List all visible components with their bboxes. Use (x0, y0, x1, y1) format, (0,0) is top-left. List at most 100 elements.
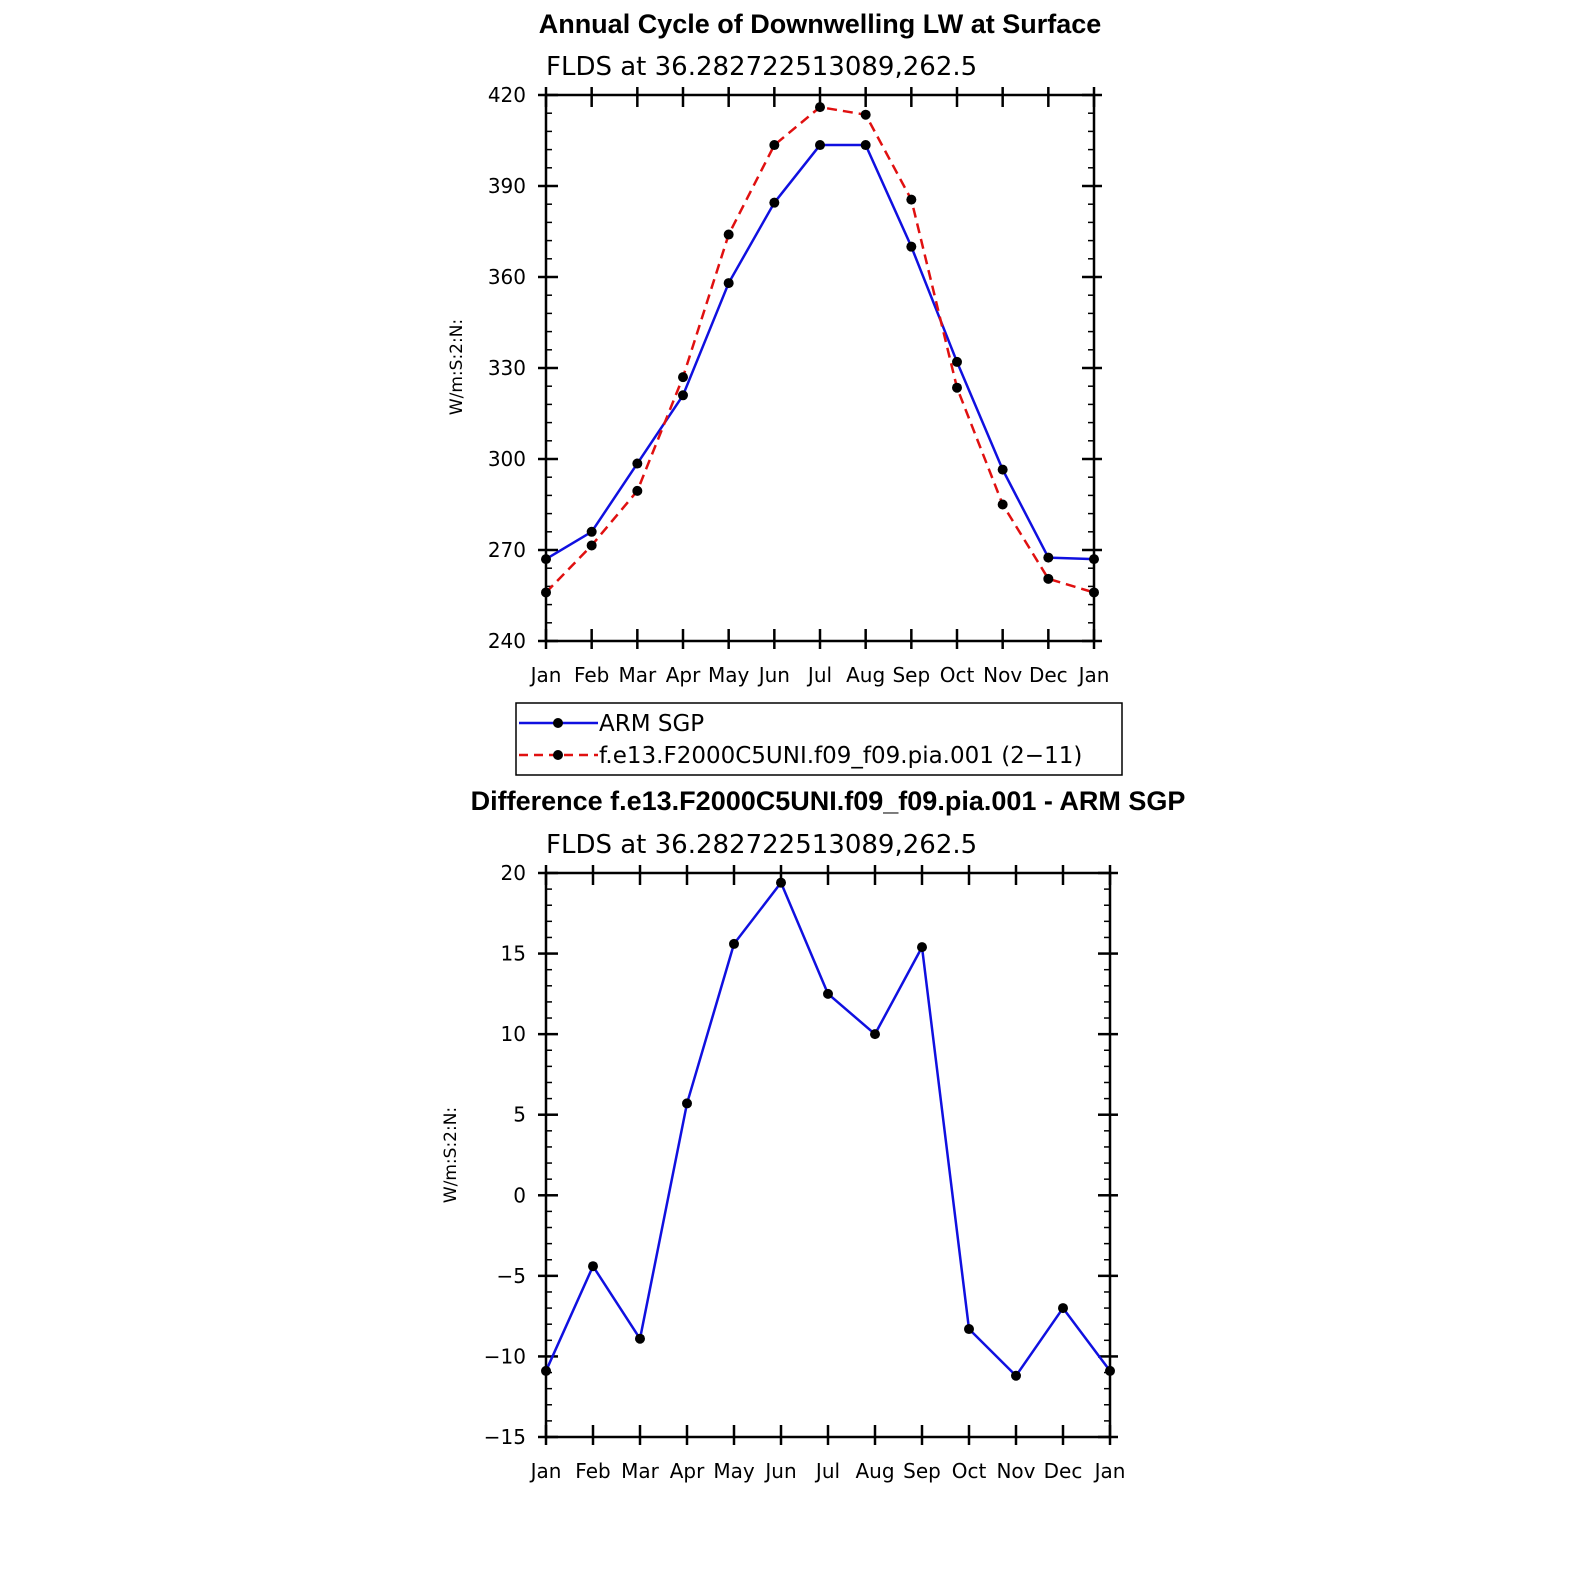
chart-bottom: Difference f.e13.F2000C5UNI.f09_f09.pia.… (441, 786, 1185, 1483)
top-xtick-label: Feb (574, 663, 609, 687)
top-series-1-point (997, 499, 1008, 510)
top-series-0-point (678, 390, 688, 401)
top-series-0-point (952, 356, 962, 367)
bottom-ytick-label: 15 (501, 942, 526, 966)
top-series-1-point (678, 372, 688, 383)
top-xtick-label: Oct (940, 663, 975, 687)
legend-label-arm: ARM SGP (599, 711, 704, 737)
top-series-1-point (586, 540, 597, 551)
top-series-1-point (860, 109, 871, 120)
top-series (541, 102, 1099, 598)
top-series-0-point (541, 554, 551, 565)
bottom-series-0-point (917, 942, 927, 953)
top-ytick-label: 300 (488, 447, 526, 471)
bottom-xtick-label: Apr (670, 1459, 705, 1483)
top-series-1-point (723, 229, 734, 240)
bottom-xtick-label: Feb (575, 1459, 610, 1483)
top-series-1-point (541, 587, 551, 598)
bottom-xtick-label: May (713, 1459, 755, 1483)
top-ytick-label: 420 (488, 83, 526, 107)
bottom-title: Difference f.e13.F2000C5UNI.f09_f09.pia.… (471, 786, 1186, 816)
bottom-xtick-label: Jun (763, 1459, 796, 1483)
bottom-series-line-0 (544, 881, 1112, 1378)
bottom-series-0-point (588, 1261, 598, 1272)
bottom-series-0-point (635, 1333, 645, 1344)
bottom-xtick-label: Dec (1044, 1459, 1083, 1483)
bottom-ylabel: W/m:S:2:N: (441, 1107, 461, 1203)
bottom-series-0-point (729, 938, 739, 949)
bottom-ytick-label: 10 (501, 1022, 526, 1046)
bottom-xtick-label: Aug (855, 1459, 894, 1483)
bottom-ytick-label: −5 (497, 1264, 526, 1288)
top-xtick-label: Jan (1077, 663, 1110, 687)
bottom-xtick-label: Jan (1093, 1459, 1126, 1483)
legend-box (515, 702, 1123, 776)
bottom-xtick-label: Jan (529, 1459, 562, 1483)
top-series-0-point (632, 458, 643, 469)
top-ytick-label: 390 (488, 174, 526, 198)
top-series-1-point (815, 102, 825, 113)
top-series-line-1 (545, 105, 1095, 594)
top-series-0-point (815, 140, 825, 151)
top-series-1-point (769, 140, 780, 151)
bottom-ticks: −15 −10 −5 0 5 10 15 20 Jan Feb Mar Apr May Jun Jul Aug… (484, 861, 1126, 1483)
bottom-series-0-point (776, 877, 786, 888)
bottom-xtick-label: Nov (996, 1459, 1035, 1483)
legend-marker-arm (553, 718, 563, 728)
bottom-xtick-label: Sep (903, 1459, 941, 1483)
bottom-ytick-label: 0 (513, 1183, 526, 1207)
bottom-frame (544, 871, 1112, 1439)
top-xtick-label: Aug (846, 663, 885, 687)
bottom-series-0-point (964, 1324, 974, 1335)
bottom-ytick-label: −15 (484, 1425, 526, 1449)
top-subtitle: FLDS at 36.282722513089,262.5 (546, 52, 977, 82)
bottom-series-0-point (1058, 1303, 1068, 1314)
bottom-series-0-point (870, 1029, 880, 1040)
bottom-series-0-point (823, 988, 833, 999)
top-ytick-label: 330 (488, 356, 526, 380)
top-xtick-label: Apr (666, 663, 701, 687)
top-ytick-label: 240 (488, 629, 526, 653)
top-series-0-point (906, 241, 917, 252)
bottom-ytick-label: 20 (501, 861, 526, 885)
bottom-ytick-label: 5 (513, 1103, 526, 1127)
top-series-1-point (906, 194, 917, 205)
top-xtick-label: May (708, 663, 750, 687)
chart-top: Annual Cycle of Downwelling LW at Surfac… (447, 9, 1109, 687)
bottom-series-0-point (541, 1365, 551, 1376)
top-series-1-point (1043, 573, 1054, 584)
top-ytick-label: 270 (488, 538, 526, 562)
top-title: Annual Cycle of Downwelling LW at Surfac… (539, 9, 1102, 39)
top-series-0-point (997, 464, 1008, 475)
top-xtick-label: Jun (757, 663, 790, 687)
bottom-series-0-point (1105, 1365, 1115, 1376)
top-series-0-point (1043, 552, 1054, 563)
bottom-series-0-point (1011, 1370, 1021, 1381)
top-ticks: 240 270 300 330 360 390 420 Jan Feb Mar Apr May Jun J… (488, 83, 1110, 687)
top-series-1-point (1089, 587, 1099, 598)
top-frame (544, 93, 1096, 643)
legend-marker-model (553, 750, 563, 760)
top-xtick-label: Mar (618, 663, 657, 687)
top-xtick-label: Sep (892, 663, 930, 687)
top-series-0-point (1089, 554, 1099, 565)
top-xtick-label: Dec (1029, 663, 1068, 687)
top-series-1-point (952, 382, 962, 393)
top-series-0-point (860, 140, 871, 151)
top-series-0-point (586, 526, 597, 537)
top-ytick-label: 360 (488, 265, 526, 289)
bottom-subtitle: FLDS at 36.282722513089,262.5 (546, 830, 977, 860)
top-ylabel: W/m:S:2:N: (447, 319, 467, 415)
top-series-0-point (769, 197, 780, 208)
bottom-series-0-point (682, 1098, 692, 1109)
legend: ARM SGP f.e13.F2000C5UNI.f09_f09.pia.001… (515, 702, 1123, 776)
bottom-xtick-label: Jul (814, 1459, 840, 1483)
bottom-xtick-label: Oct (952, 1459, 987, 1483)
top-series-0-point (723, 278, 734, 289)
top-series-1-point (632, 485, 643, 496)
top-xtick-label: Nov (983, 663, 1022, 687)
top-xtick-label: Jul (806, 663, 832, 687)
top-xtick-label: Jan (529, 663, 562, 687)
bottom-series (541, 877, 1115, 1381)
